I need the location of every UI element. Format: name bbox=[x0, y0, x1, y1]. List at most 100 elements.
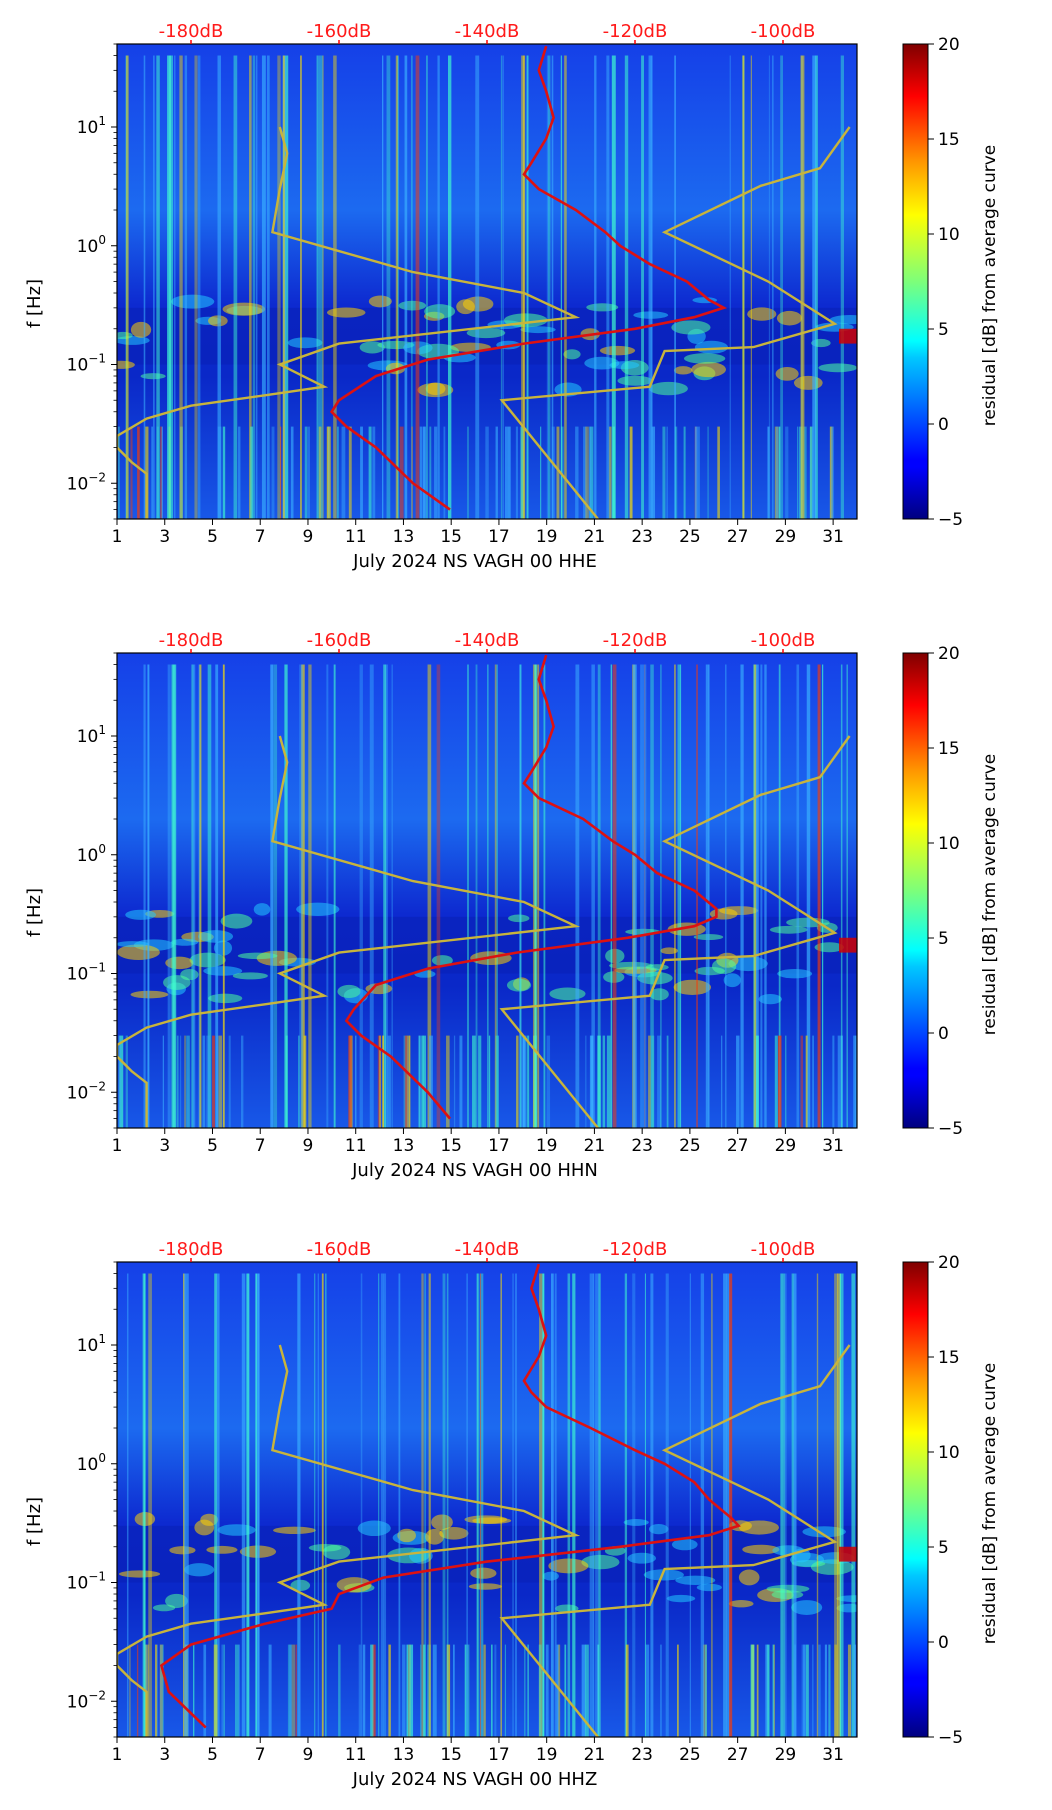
spectrogram-background bbox=[117, 653, 857, 1128]
colorbar bbox=[902, 652, 929, 1129]
spectrogram-streak bbox=[556, 426, 560, 519]
spectrogram-streak bbox=[337, 426, 339, 519]
spectrogram-streak bbox=[537, 664, 540, 1128]
x-axis-label: July 2024 NS VAGH 00 HHN bbox=[351, 1160, 598, 1181]
spectrogram-streak bbox=[250, 426, 254, 519]
spectrogram-streak bbox=[213, 1644, 218, 1737]
spectrogram-streak bbox=[612, 664, 617, 1128]
spectrogram-streak bbox=[249, 55, 252, 519]
spectrogram-streak bbox=[429, 1035, 433, 1128]
spectrogram-blob bbox=[208, 993, 243, 1004]
x-tick-label: 11 bbox=[345, 1745, 367, 1765]
spectrogram-streak bbox=[516, 1035, 519, 1128]
spectrogram-streak bbox=[640, 664, 643, 1128]
spectrogram-streak bbox=[592, 1273, 595, 1737]
spectrogram-blob bbox=[359, 341, 385, 354]
spectrogram-blob bbox=[273, 1526, 316, 1535]
spectrogram-streak bbox=[214, 1273, 217, 1737]
x-tick-label: 13 bbox=[393, 527, 415, 547]
spectrogram-streak bbox=[475, 664, 478, 1128]
spectrogram-streak bbox=[500, 1273, 502, 1737]
spectrogram-streak bbox=[840, 664, 843, 1128]
spectrogram-streak bbox=[197, 55, 201, 519]
spectrogram-streak bbox=[828, 1644, 831, 1737]
spectrogram-streak bbox=[723, 1273, 727, 1737]
spectrogram-blob bbox=[673, 366, 693, 375]
spectrogram-streak bbox=[129, 1644, 131, 1737]
spectrogram-streak bbox=[535, 664, 538, 1128]
spectrogram-blob bbox=[203, 966, 243, 976]
spectrogram-streak bbox=[780, 1273, 784, 1737]
spectrogram-streak bbox=[524, 1644, 526, 1737]
spectrogram-streak bbox=[287, 1644, 292, 1737]
spectrogram-streak bbox=[755, 1035, 759, 1128]
spectrogram-streak bbox=[419, 426, 423, 519]
top-tick-label: -180dB bbox=[159, 21, 224, 42]
spectrogram-streak bbox=[360, 1273, 363, 1737]
spectrogram-streak bbox=[853, 1644, 856, 1737]
spectrogram-streak bbox=[540, 426, 542, 519]
spectrogram-streak bbox=[368, 426, 372, 519]
spectrogram-blob bbox=[169, 1546, 196, 1555]
spectrogram-streak bbox=[645, 1644, 650, 1737]
spectrogram-streak bbox=[829, 426, 833, 519]
x-tick-label: 21 bbox=[584, 527, 606, 547]
spectrogram-streak bbox=[317, 1273, 319, 1737]
spectrogram-streak bbox=[355, 1035, 357, 1128]
spectrogram-blob bbox=[671, 320, 711, 335]
spectrogram-blob bbox=[118, 1570, 161, 1578]
spectrogram-streak bbox=[118, 1035, 121, 1128]
top-tick-label: -140dB bbox=[455, 1239, 520, 1260]
spectrogram-streak bbox=[348, 1035, 352, 1128]
spectrogram-streak bbox=[597, 1644, 600, 1737]
spectrogram-hotspot bbox=[839, 937, 857, 953]
x-tick-label: 23 bbox=[631, 1745, 653, 1765]
x-tick-label: 31 bbox=[822, 527, 844, 547]
spectrogram-streak bbox=[314, 1273, 316, 1737]
spectrogram-blob bbox=[206, 1545, 238, 1554]
y-tick-label: 100 bbox=[77, 1451, 106, 1475]
spectrogram-streak bbox=[666, 426, 668, 519]
spectrogram-streak bbox=[756, 1644, 759, 1737]
curve-low-noise-model bbox=[117, 735, 581, 1128]
spectrogram-streak bbox=[522, 55, 526, 519]
spectrogram-streak bbox=[472, 1035, 476, 1128]
spectrogram-streak bbox=[184, 1035, 186, 1128]
spectrogram-streak bbox=[238, 1644, 240, 1737]
spectrogram-streak bbox=[402, 1644, 406, 1737]
spectrogram-streak bbox=[290, 426, 294, 519]
spectrogram-streak bbox=[753, 664, 755, 1128]
spectrogram-streak bbox=[774, 1035, 778, 1128]
x-tick-label: 17 bbox=[488, 527, 510, 547]
spectrogram-streak bbox=[126, 1273, 129, 1737]
spectrogram-streak bbox=[316, 55, 319, 519]
spectrogram-streak bbox=[271, 426, 275, 519]
spectrogram-streak bbox=[217, 426, 222, 519]
spectrogram-streak bbox=[641, 55, 644, 519]
spectrogram-streak bbox=[372, 1644, 376, 1737]
spectrogram-streak bbox=[156, 1644, 158, 1737]
spectrogram-streak bbox=[291, 1644, 296, 1737]
spectrogram-streak bbox=[729, 55, 731, 519]
spectrogram-blob bbox=[232, 972, 268, 980]
spectrogram-streak bbox=[575, 664, 580, 1128]
spectrogram-streak bbox=[532, 664, 535, 1128]
colorbar-tick-label: −5 bbox=[938, 1119, 963, 1139]
colorbar-label: residual [dB] from average curve bbox=[980, 145, 1000, 426]
spectrogram-streak bbox=[169, 55, 173, 519]
spectrogram-streak bbox=[130, 426, 133, 519]
spectrogram-streak bbox=[318, 426, 322, 519]
x-tick-label: 5 bbox=[207, 527, 218, 547]
spectrogram-streak bbox=[785, 1035, 787, 1128]
curve-low-noise-model bbox=[117, 126, 581, 519]
spectrogram-streak bbox=[629, 426, 633, 519]
spectrogram-streak bbox=[810, 426, 814, 519]
x-tick-label: 15 bbox=[440, 1136, 462, 1156]
x-tick-label: 7 bbox=[255, 1745, 266, 1765]
spectrogram-blob bbox=[829, 315, 857, 325]
spectrogram-blob bbox=[520, 326, 556, 334]
spectrogram-streak bbox=[424, 1273, 427, 1737]
spectrogram-streak bbox=[648, 55, 652, 519]
spectrogram-blob bbox=[220, 913, 253, 929]
spectrogram-blob bbox=[548, 1558, 589, 1574]
